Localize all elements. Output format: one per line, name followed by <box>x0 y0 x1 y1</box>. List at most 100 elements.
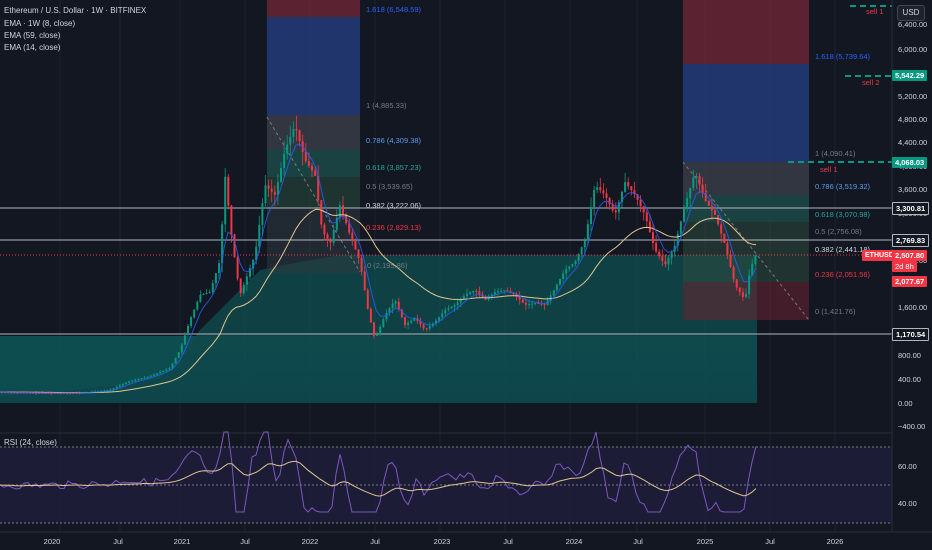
price-tick: 0.00 <box>898 399 913 408</box>
candle-body <box>633 190 636 195</box>
time-axis[interactable]: 2020 Jul 2021 Jul 2022 Jul 2023 Jul 2024 Jul 2025 J… <box>44 537 844 546</box>
candle-body <box>655 243 658 252</box>
candle-body <box>630 186 633 191</box>
time-tick: 2025 <box>697 537 714 546</box>
candle-body <box>115 386 118 389</box>
candle-body <box>304 151 307 162</box>
candle-body <box>41 392 44 394</box>
indicator-ema-59[interactable]: EMA (59, close) <box>4 31 61 40</box>
candle-body <box>729 254 732 267</box>
candle-body <box>586 224 589 241</box>
candle-body <box>264 185 267 204</box>
price-tag-2077: 2,077.67 <box>892 276 928 287</box>
candle-body <box>419 320 422 325</box>
time-tick: 2020 <box>44 537 61 546</box>
candle-body <box>292 129 295 137</box>
rsi-axis[interactable]: 60.00 40.00 <box>898 462 917 508</box>
candle-body <box>456 302 459 306</box>
currency-button[interactable]: USD <box>897 5 925 21</box>
candle-body <box>528 304 530 306</box>
indicator-ema-14[interactable]: EMA (14, close) <box>4 43 61 52</box>
candle-body <box>373 322 375 336</box>
candle-body <box>295 129 298 131</box>
time-tick: Jul <box>370 537 380 546</box>
candle-body <box>369 308 372 323</box>
candle-body <box>397 301 400 310</box>
candle-body <box>183 335 186 345</box>
candle-body <box>10 392 13 394</box>
fib-box-left <box>266 0 361 273</box>
candle-body <box>174 357 177 364</box>
candle-body <box>224 176 227 225</box>
candle-body <box>431 323 434 327</box>
candle-body <box>645 212 648 222</box>
candle-body <box>466 294 468 297</box>
rsi-legend[interactable]: RSI (24, close) <box>4 438 57 447</box>
candle-body <box>227 176 230 206</box>
candle-body <box>376 334 379 336</box>
candle-body <box>472 290 475 293</box>
candle-body <box>751 263 754 276</box>
indicator-ema-8[interactable]: EMA · 1W (8, close) <box>4 19 76 28</box>
candle-body <box>732 267 735 280</box>
candle-body <box>707 201 710 206</box>
symbol-title[interactable]: Ethereum / U.S. Dollar · 1W · BITFINEX <box>4 6 147 15</box>
candle-body <box>543 304 546 306</box>
candle-body <box>391 303 394 309</box>
candle-body <box>400 309 403 318</box>
time-tick: Jul <box>765 537 775 546</box>
candle-body <box>38 392 41 394</box>
candle-body <box>493 292 496 295</box>
sell-labels: sell 1 sell 2 sell 1 <box>820 7 884 174</box>
price-tag-1170: 1,170.54 <box>892 328 930 341</box>
time-tick: 2023 <box>434 537 451 546</box>
candle-body <box>648 221 651 233</box>
candle-body <box>590 207 592 225</box>
sell-label-1: sell 1 <box>820 165 838 174</box>
candle-body <box>459 299 462 303</box>
candle-body <box>679 221 682 234</box>
candle-body <box>28 392 31 394</box>
candle-body <box>506 290 509 292</box>
price-axis[interactable]: 6,400.006,000.005,600.005,200.004,800.00… <box>898 20 927 431</box>
fib-right-label: 0.382 (2,441.18) <box>815 245 871 254</box>
candle-body <box>738 287 741 293</box>
candle-body <box>22 392 25 394</box>
candle-body <box>314 170 317 176</box>
candle-body <box>143 377 146 379</box>
time-tick: 2022 <box>302 537 319 546</box>
candle-body <box>636 194 639 200</box>
candle-body <box>410 320 413 323</box>
candle-body <box>741 292 744 297</box>
candle-body <box>704 193 707 202</box>
time-tick: 2026 <box>827 537 844 546</box>
ema-59-line <box>0 208 757 394</box>
candle-body <box>50 393 53 394</box>
price-tick: 4,400.00 <box>898 138 927 147</box>
candle-body <box>413 318 416 321</box>
price-tick: 800.00 <box>898 351 921 360</box>
candle-body <box>667 258 670 265</box>
candle-body <box>748 275 751 294</box>
candle-body <box>53 393 56 394</box>
candle-body <box>16 392 19 394</box>
ema-8-line <box>0 143 757 394</box>
candle-body <box>25 392 28 394</box>
candle-body <box>193 309 196 318</box>
candle-body <box>611 204 614 211</box>
candle-body <box>639 200 642 207</box>
price-tag-2769: 2,769.83 <box>892 234 930 247</box>
candle-body <box>438 317 441 321</box>
time-tick: 2021 <box>174 537 191 546</box>
candle-body <box>726 242 729 255</box>
fib-right-label: 0.5 (2,756.08) <box>815 227 862 236</box>
candle-body <box>249 268 251 277</box>
candle-body <box>354 241 357 250</box>
candle-body <box>503 290 506 292</box>
candle-body <box>317 175 320 201</box>
candle-body <box>270 188 273 192</box>
fib-right-label: 0.618 (3,070.98) <box>815 210 871 219</box>
candle-body <box>599 187 602 191</box>
candle-body <box>555 284 558 291</box>
